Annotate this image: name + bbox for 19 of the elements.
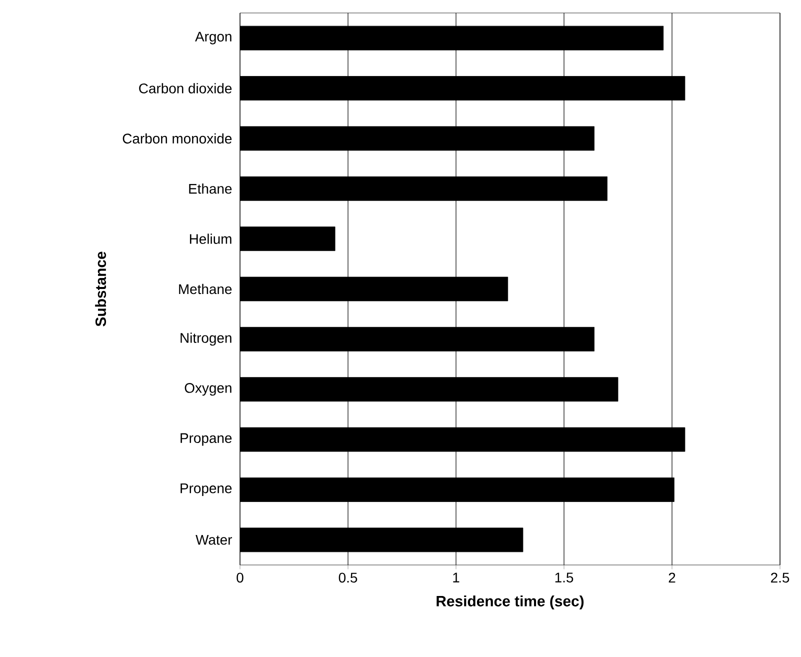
y-tick-label: Carbon monoxide <box>122 133 232 144</box>
x-axis-title: Residence time (sec) <box>436 595 584 610</box>
y-tick-label: Water <box>196 535 232 545</box>
y-tick-label: Ethane <box>189 183 232 194</box>
y-tick-label: Propene <box>180 483 232 496</box>
x-tick-label: 0.5 <box>338 572 358 583</box>
y-tick-label: Nitrogen <box>180 332 232 346</box>
y-tick-label: Carbon dioxide <box>139 83 232 94</box>
x-tick-label: 2 <box>668 572 676 582</box>
x-tick-label: 1.5 <box>555 572 574 582</box>
y-tick-label: Oxygen <box>184 383 232 396</box>
x-tick-label: 1 <box>453 572 460 582</box>
x-tick-label: 2.5 <box>771 572 790 583</box>
y-tick-label: Helium <box>190 234 232 244</box>
y-tick-label: Propane <box>180 433 232 446</box>
y-axis-title: Substance <box>95 252 106 326</box>
x-tick-label: 0 <box>236 572 244 583</box>
y-tick-label: Argon <box>195 32 232 44</box>
y-tick-label: Methane <box>179 284 232 294</box>
